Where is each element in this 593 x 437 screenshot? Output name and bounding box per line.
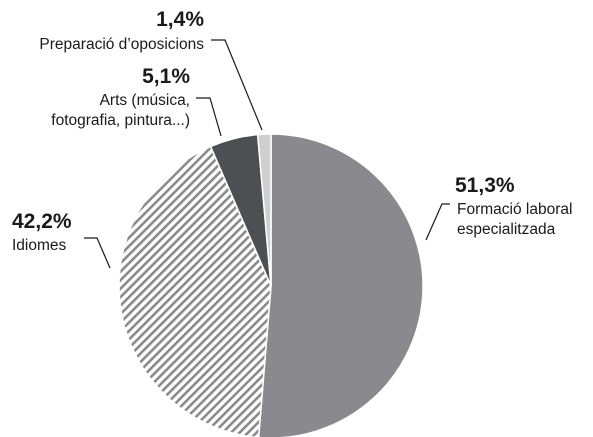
slice-category-label-2-1: fotografia, pintura...) [51,112,190,129]
slice-category-label-1-0: Idiomes [12,237,67,254]
slice-value-label-1: 42,2% [12,210,72,233]
slice-category-label-0-1: especialitzada [457,221,556,238]
leader-line-3 [211,39,263,131]
slice-category-label-2-0: Arts (música, [100,92,190,109]
leader-line-2 [196,97,222,137]
slice-value-label-3: 1,4% [156,8,204,31]
slice-category-label-3-0: Preparació d’oposicions [39,36,204,53]
pie-slice-0 [257,133,424,437]
leader-line-0 [425,203,450,241]
pie-slice-1 [118,145,272,437]
leader-line-1 [84,237,111,269]
slice-category-label-0-0: Formació laboral [457,201,572,218]
slice-value-label-2: 5,1% [142,65,190,88]
pie-slice-3 [256,133,272,287]
slice-value-label-0: 51,3% [455,174,515,197]
